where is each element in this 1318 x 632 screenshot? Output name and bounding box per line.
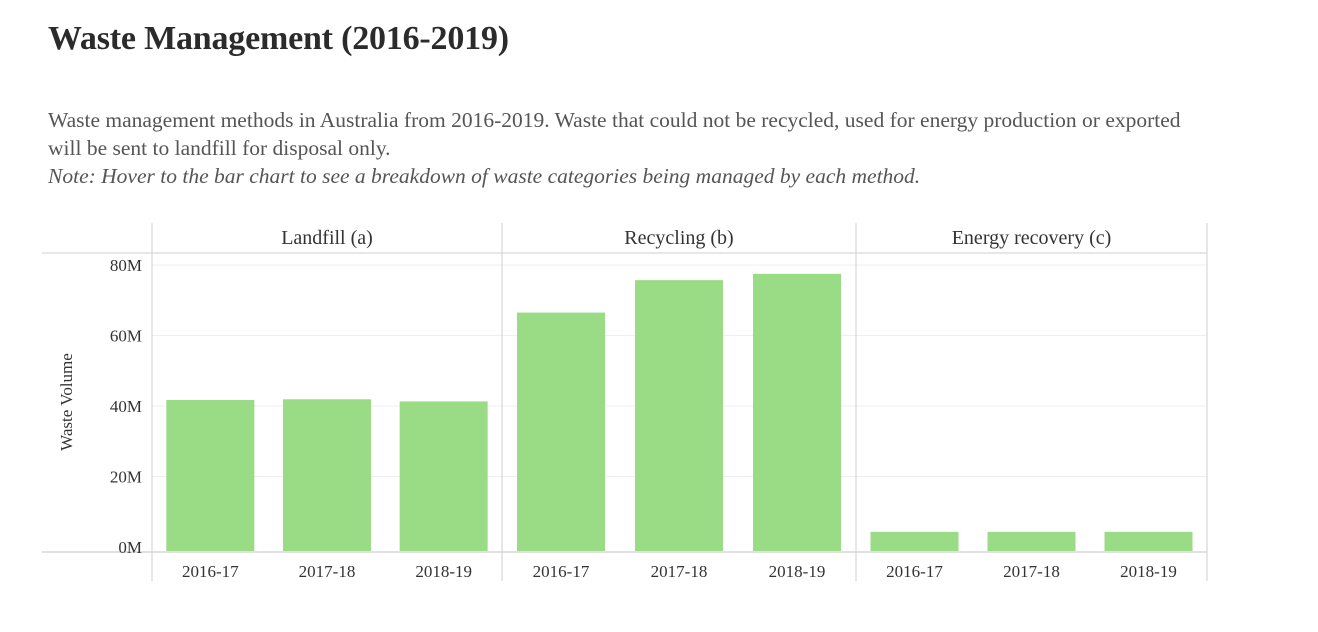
y-tick-label: 20M xyxy=(110,468,142,487)
x-tick-label: 2018-19 xyxy=(769,562,826,581)
x-tick-label: 2018-19 xyxy=(415,562,472,581)
bar[interactable] xyxy=(166,400,255,551)
x-tick-label: 2017-18 xyxy=(651,562,708,581)
hover-note: Note: Hover to the bar chart to see a br… xyxy=(48,164,921,188)
page-title: Waste Management (2016-2019) xyxy=(48,20,509,57)
y-tick-label: 0M xyxy=(118,538,142,557)
bar[interactable] xyxy=(753,273,841,551)
x-tick-label: 2018-19 xyxy=(1120,562,1177,581)
x-tick-label: 2016-17 xyxy=(182,562,239,581)
x-tick-label: 2017-18 xyxy=(1003,562,1060,581)
bar[interactable] xyxy=(1104,531,1193,551)
bar[interactable] xyxy=(987,531,1076,551)
x-tick-label: 2016-17 xyxy=(533,562,590,581)
chart-description: Waste management methods in Australia fr… xyxy=(48,106,1218,190)
description-text: Waste management methods in Australia fr… xyxy=(48,108,1181,160)
y-tick-label: 40M xyxy=(110,397,142,416)
bar[interactable] xyxy=(635,280,723,551)
bar[interactable] xyxy=(399,401,488,551)
bar[interactable] xyxy=(283,399,371,551)
y-axis-title: Waste Volume xyxy=(57,353,76,451)
x-tick-label: 2016-17 xyxy=(886,562,943,581)
panel-header: Recycling (b) xyxy=(624,227,733,249)
y-tick-label: 80M xyxy=(110,256,142,275)
panel-header: Energy recovery (c) xyxy=(952,227,1112,249)
y-tick-label: 60M xyxy=(110,327,142,346)
bar[interactable] xyxy=(870,531,959,551)
bar[interactable] xyxy=(517,312,605,551)
x-tick-label: 2017-18 xyxy=(299,562,356,581)
panel-header: Landfill (a) xyxy=(281,227,373,249)
